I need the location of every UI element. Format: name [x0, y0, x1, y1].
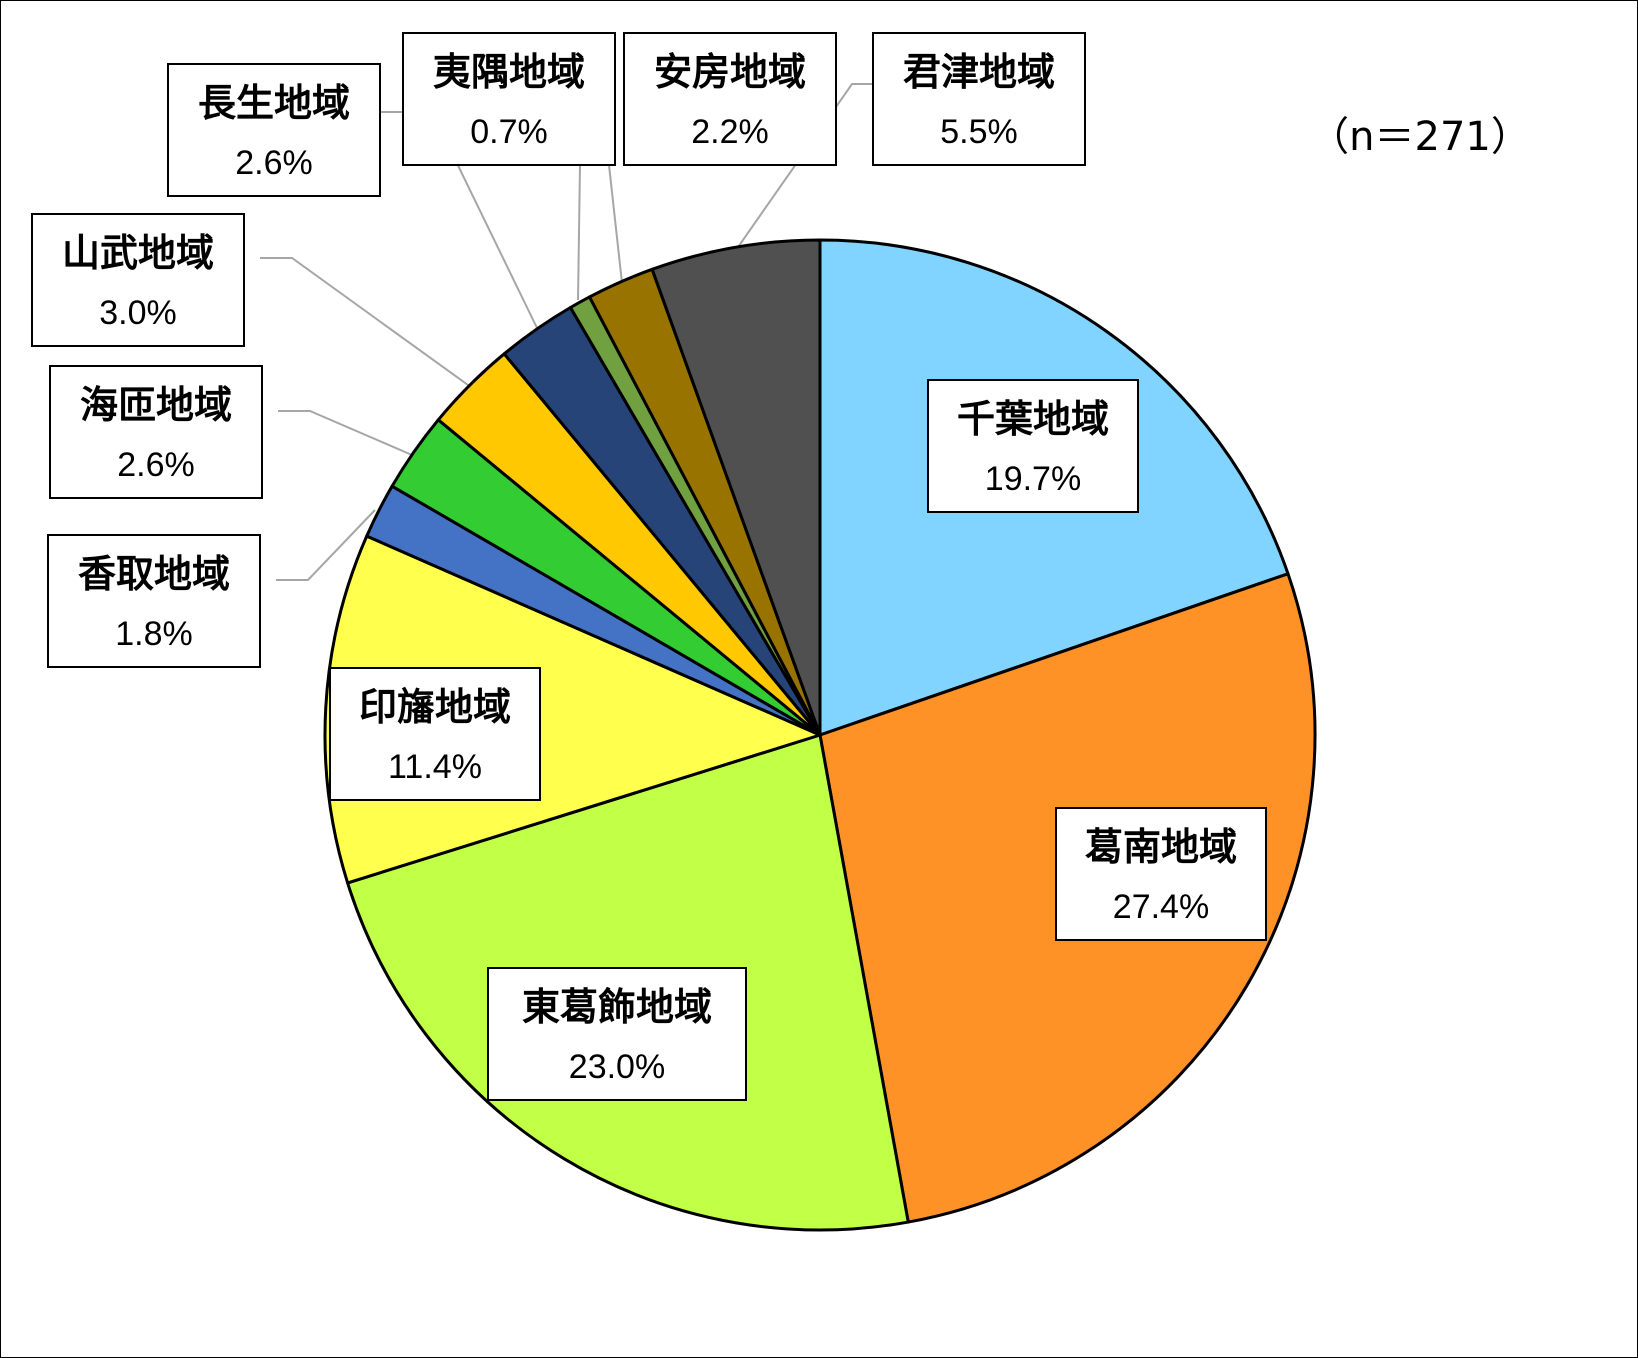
- slice-labels: 千葉地域 19.7% 葛南地域 27.4% 東葛飾地域 23.0% 印旛地域 11.4% 香取地…: [31, 32, 1267, 1101]
- slice-name: 海匝地域: [80, 383, 232, 427]
- slice-label-2: 葛南地域 27.4%: [1055, 807, 1267, 941]
- slice-percent: 1.8%: [115, 615, 193, 653]
- slice-percent: 5.5%: [940, 113, 1018, 151]
- slice-name: 君津地域: [903, 50, 1055, 94]
- slice-label-1: 千葉地域 19.7%: [927, 379, 1139, 513]
- slice-percent: 2.6%: [235, 144, 313, 182]
- slice-label-9: 夷隅地域 0.7%: [402, 32, 616, 166]
- leader-line-9: [577, 164, 581, 301]
- slice-percent: 2.6%: [117, 446, 195, 484]
- slice-percent: 11.4%: [388, 748, 482, 786]
- label-box: [927, 379, 1139, 513]
- slice-label-7: 山武地域 3.0%: [31, 213, 245, 347]
- label-box: [487, 967, 747, 1101]
- slice-percent: 0.7%: [470, 113, 548, 151]
- slice-percent: 23.0%: [569, 1048, 665, 1086]
- slice-percent: 19.7%: [985, 460, 1081, 498]
- slice-label-6: 海匝地域 2.6%: [49, 365, 263, 499]
- slice-name: 安房地域: [654, 50, 806, 94]
- leader-line-5: [276, 509, 376, 581]
- label-box: [31, 213, 245, 347]
- leader-lines: [260, 83, 873, 581]
- label-box: [1055, 807, 1267, 941]
- label-box: [329, 667, 541, 801]
- slice-label-5: 香取地域 1.8%: [47, 534, 261, 668]
- slice-name: 葛南地域: [1085, 825, 1237, 869]
- slice-label-8: 長生地域 2.6%: [167, 63, 381, 197]
- slice-name: 千葉地域: [957, 397, 1109, 441]
- slice-name: 夷隅地域: [433, 50, 585, 94]
- slice-label-4: 印旛地域 11.4%: [329, 667, 541, 801]
- slice-name: 山武地域: [62, 231, 214, 275]
- label-box: [623, 32, 837, 166]
- label-box: [872, 32, 1086, 166]
- slice-name: 香取地域: [78, 552, 230, 596]
- slice-name: 長生地域: [198, 81, 350, 125]
- slice-label-3: 東葛飾地域 23.0%: [487, 967, 747, 1101]
- label-box: [402, 32, 616, 166]
- leader-line-10: [608, 164, 623, 284]
- leader-line-7: [260, 257, 469, 386]
- slice-percent: 2.2%: [691, 113, 769, 151]
- slice-percent: 3.0%: [99, 294, 177, 332]
- label-box: [47, 534, 261, 668]
- leader-line-11: [735, 83, 873, 251]
- sample-size-label: （n＝271）: [1309, 114, 1531, 160]
- slice-name: 印旛地域: [359, 685, 511, 729]
- slice-label-11: 君津地域 5.5%: [872, 32, 1086, 166]
- slice-percent: 27.4%: [1113, 888, 1209, 926]
- label-box: [49, 365, 263, 499]
- slice-name: 東葛飾地域: [522, 985, 712, 1029]
- pie-slice-11: [650, 238, 822, 737]
- slice-label-10: 安房地域 2.2%: [623, 32, 837, 166]
- label-box: [167, 63, 381, 197]
- leader-line-6: [278, 410, 413, 456]
